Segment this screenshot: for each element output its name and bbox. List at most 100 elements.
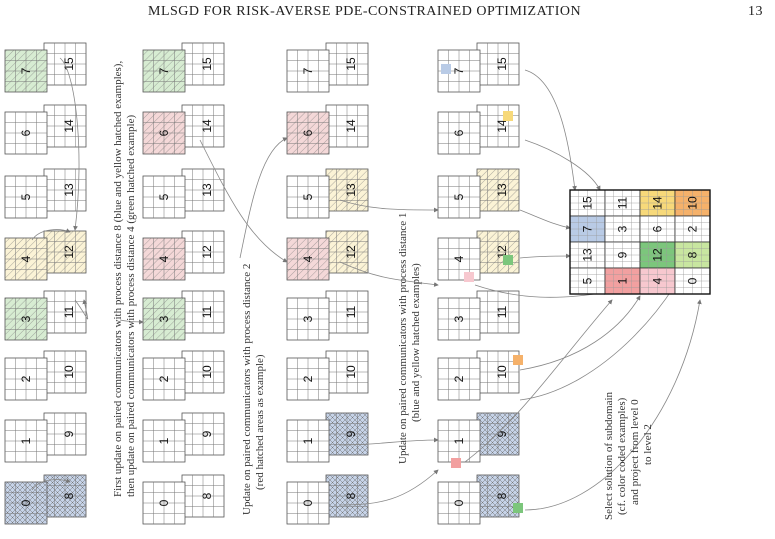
- process-block: 412: [437, 230, 520, 281]
- connector-arrow: [524, 69, 577, 191]
- block-label-right: 15: [62, 57, 76, 71]
- result-cell-label: 9: [616, 251, 630, 258]
- marker-blue: [441, 64, 451, 74]
- page-number: 13: [748, 4, 763, 19]
- block-label-right: 9: [200, 430, 214, 437]
- process-block: 3 11: [286, 290, 369, 341]
- process-block: 3 11: [142, 290, 225, 341]
- process-block: 412: [286, 230, 369, 281]
- annotation-step4-line3: and project from level 0: [629, 399, 641, 505]
- block-label-left: 4: [19, 255, 33, 262]
- process-block: 7 15: [4, 42, 87, 93]
- block-label-right: 8: [344, 492, 358, 499]
- block-label-left: 0: [157, 499, 171, 506]
- annotation-step4-line2: (cf. color coded examples): [616, 397, 628, 515]
- annotation-step1-line2: then update on paired communicators with…: [125, 115, 137, 497]
- process-block: 08: [437, 474, 520, 525]
- connector-arrow: [31, 228, 71, 241]
- annotation-step3-line2: (blue and yellow hatched examples): [410, 263, 422, 422]
- block-label-right: 15: [200, 57, 214, 71]
- result-grid-border: [569, 189, 711, 295]
- connector-arrow: [119, 319, 144, 325]
- block-label-right: 10: [495, 365, 509, 379]
- block-label-left: 4: [452, 255, 466, 262]
- process-block: 6 14: [4, 104, 87, 155]
- result-cell: 13: [569, 241, 606, 269]
- result-cell-label: 2: [686, 225, 700, 232]
- annotation-step1-line1: First update on paired communicators wit…: [112, 61, 124, 497]
- block-label-right: 11: [62, 305, 76, 318]
- result-cell: 7: [569, 215, 606, 243]
- result-cell: 1: [604, 267, 641, 295]
- result-cell: 14: [639, 189, 676, 217]
- block-label-left: 7: [19, 67, 33, 74]
- process-block: 7 15: [286, 42, 369, 93]
- connector-arrow: [519, 209, 571, 230]
- result-cell: 12: [639, 241, 676, 269]
- process-block: 2 10: [437, 350, 520, 401]
- marker-red: [451, 458, 461, 468]
- result-cell-label: 0: [686, 277, 700, 284]
- block-label-right: 11: [495, 305, 509, 318]
- annotation-step2-line1: Update on paired communicators with proc…: [241, 264, 253, 515]
- connector-arrow: [339, 469, 439, 506]
- result-cell: 6: [639, 215, 676, 243]
- annotation-step2-line2: (red hatched areas as example): [254, 354, 266, 490]
- marker-yellow: [503, 111, 513, 121]
- connector-arrow: [524, 139, 601, 191]
- block-label-left: 1: [19, 437, 33, 444]
- block-label-left: 6: [301, 129, 315, 136]
- process-block: 08: [142, 474, 225, 525]
- block-label-left: 4: [157, 255, 171, 262]
- block-label-left: 2: [157, 375, 171, 382]
- marker-orange: [513, 355, 523, 365]
- block-label-right: 8: [200, 492, 214, 499]
- process-block: 08: [286, 474, 369, 525]
- block-label-left: 3: [452, 315, 466, 322]
- block-label-right: 8: [495, 492, 509, 499]
- block-label-left: 7: [452, 67, 466, 74]
- result-cell: 4: [639, 267, 676, 295]
- process-block: 2 10: [4, 350, 87, 401]
- block-label-left: 7: [157, 67, 171, 74]
- process-block: 6 14: [142, 104, 225, 155]
- block-label-right: 9: [495, 430, 509, 437]
- result-cell: 11: [604, 189, 641, 217]
- annotation-step4-line1: Select solution of subdomain: [603, 391, 615, 520]
- block-label-left: 0: [301, 499, 315, 506]
- connector-arrow: [519, 253, 571, 259]
- block-label-right: 14: [200, 119, 214, 133]
- process-block: 08: [4, 474, 87, 525]
- block-label-left: 0: [452, 499, 466, 506]
- block-label-left: 4: [301, 255, 315, 262]
- result-cell: 15: [569, 189, 606, 217]
- result-cell-label: 6: [651, 225, 665, 232]
- process-block: 2 10: [286, 350, 369, 401]
- block-label-left: 2: [301, 375, 315, 382]
- result-cell: 9: [604, 241, 641, 269]
- result-cell-label: 13: [581, 248, 595, 262]
- block-label-right: 14: [495, 119, 509, 133]
- process-block: 5 13: [142, 168, 225, 219]
- block-label-right: 12: [200, 245, 214, 259]
- connector-arrow: [199, 139, 288, 263]
- block-label-left: 3: [19, 315, 33, 322]
- connector-arrow: [339, 261, 439, 287]
- process-block: 19: [4, 412, 87, 463]
- block-label-left: 5: [452, 193, 466, 200]
- block-label-right: 10: [344, 365, 358, 379]
- process-block: 412: [4, 230, 87, 281]
- result-cell: 5: [569, 267, 606, 295]
- result-cell-label: 12: [651, 248, 665, 262]
- result-cell-label: 7: [581, 225, 595, 232]
- process-block: 7 15: [437, 42, 520, 93]
- result-cell: 2: [674, 215, 711, 243]
- connector-arrow: [239, 137, 288, 259]
- block-label-left: 6: [452, 129, 466, 136]
- block-label-right: 13: [200, 183, 214, 197]
- block-label-left: 1: [452, 437, 466, 444]
- process-block: 2 10: [142, 350, 225, 401]
- block-label-left: 3: [301, 315, 315, 322]
- result-cell-label: 10: [686, 196, 700, 210]
- connector-arrow: [519, 295, 641, 371]
